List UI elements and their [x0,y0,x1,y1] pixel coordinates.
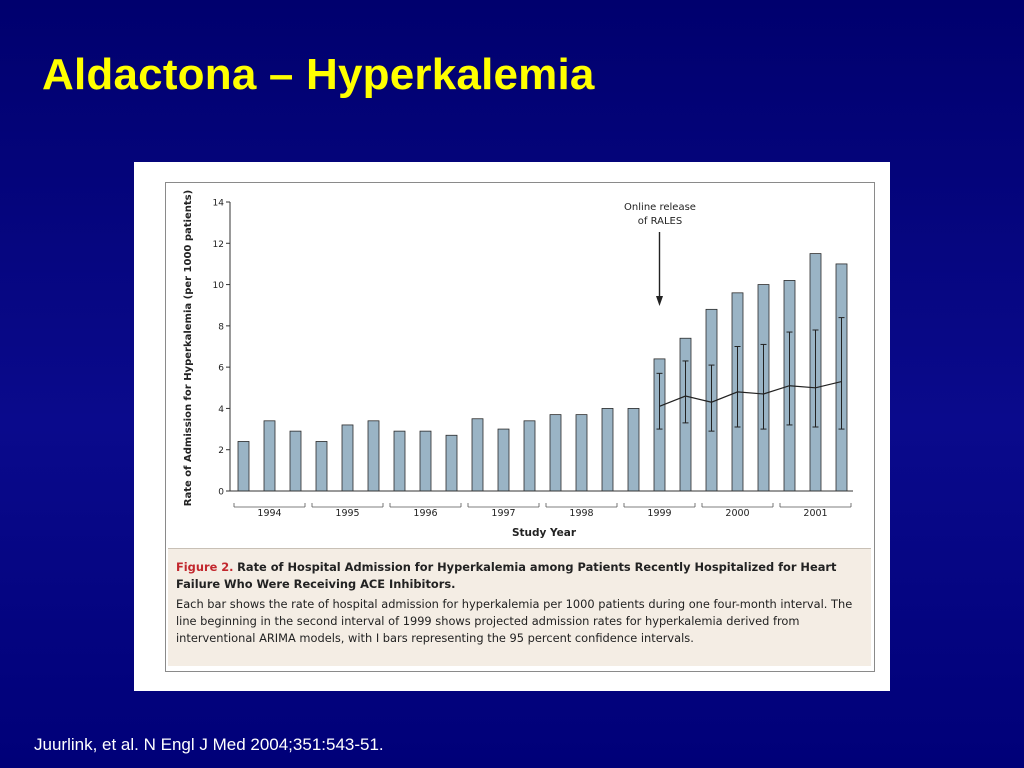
bar [367,420,380,492]
y-tick-label: 10 [213,281,225,291]
bar [263,420,276,492]
bar [575,414,588,492]
x-axis-label: Study Year [512,527,577,539]
y-tick-label: 8 [218,322,224,332]
y-tick-label: 2 [218,446,224,456]
year-label: 1998 [569,508,593,519]
year-label: 2000 [725,508,749,519]
y-tick-label: 6 [218,364,224,374]
bar [315,441,328,492]
bar [523,420,536,492]
year-label: 1996 [413,508,437,519]
bar [341,424,354,492]
year-label: 1994 [257,508,281,519]
bar [549,414,562,492]
year-label: 1997 [491,508,515,519]
bar [445,434,458,492]
bar [237,441,250,492]
bar [393,430,406,492]
citation: Juurlink, et al. N Engl J Med 2004;351:5… [34,735,384,754]
annotation-line-2: of RALES [638,216,682,227]
year-label: 1999 [647,508,671,519]
figure-panel: Rate of Admission for Hyperkalemia (per … [134,162,890,691]
bar [419,430,432,492]
y-tick-label: 14 [213,199,225,209]
slide-title: Aldactona – Hyperkalemia [42,50,595,99]
bar [627,408,640,492]
year-label: 2001 [803,508,827,519]
annotation-line-1: Online release [624,202,696,213]
caption-body: Each bar shows the rate of hospital admi… [176,597,853,645]
bar [471,418,484,492]
y-tick-label: 0 [218,488,224,498]
caption-figure-label: Figure 2. [176,560,234,574]
projection-line [659,381,842,407]
y-axis-label: Rate of Admission for Hyperkalemia (per … [183,190,194,506]
hyperkalemia-bar-chart: Rate of Admission for Hyperkalemia (per … [183,190,853,539]
caption-title: Rate of Hospital Admission for Hyperkale… [176,560,837,591]
bar [497,428,510,492]
figure-caption: Figure 2. Rate of Hospital Admission for… [168,548,871,666]
y-tick-label: 12 [213,240,224,250]
bar [601,408,614,492]
annotation-arrow-head [656,296,663,306]
y-tick-label: 4 [218,405,224,415]
bar [289,430,302,492]
year-label: 1995 [335,508,359,519]
